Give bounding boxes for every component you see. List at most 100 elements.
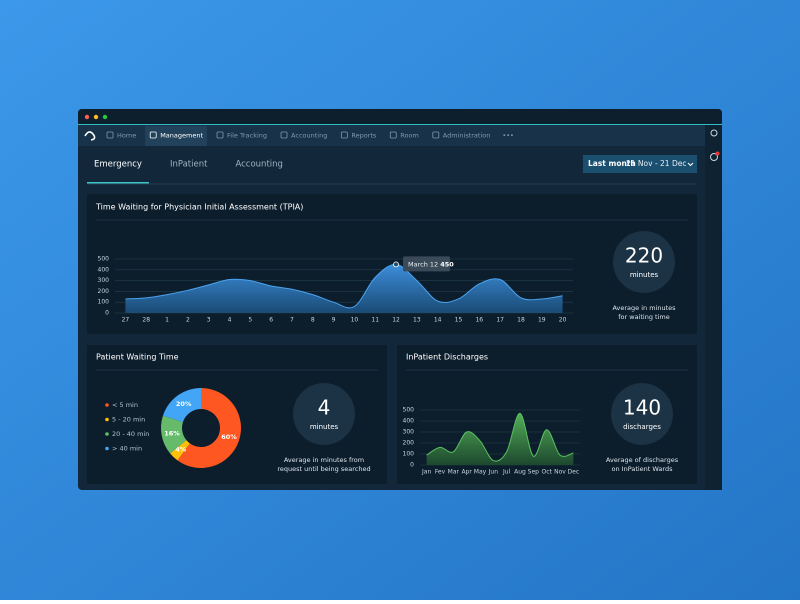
- right-sidebar: [705, 125, 722, 490]
- stat-caption: Average in minutes: [612, 304, 676, 312]
- x-tick-label: Dec: [568, 469, 580, 476]
- x-tick-label: 5: [248, 317, 252, 324]
- x-tick-label: Jun: [488, 469, 499, 476]
- y-tick-label: 100: [98, 299, 110, 306]
- logo[interactable]: [84, 131, 96, 141]
- panel-title: Time Waiting for Physician Initial Asses…: [95, 203, 303, 212]
- nav-item[interactable]: Accounting: [291, 132, 327, 140]
- nav-item[interactable]: Home: [117, 132, 136, 140]
- legend-label: > 40 min: [112, 445, 142, 453]
- legend-label: 20 - 40 min: [112, 430, 149, 438]
- slice-label: 4%: [175, 446, 187, 454]
- stat-caption: Average in minutes from: [284, 456, 364, 464]
- settings-icon[interactable]: [710, 153, 718, 161]
- tab-underline: [87, 182, 149, 184]
- slice-label: 16%: [164, 430, 180, 438]
- slice-label: 20%: [176, 400, 192, 408]
- slice: [177, 388, 241, 469]
- tab[interactable]: InPatient: [170, 160, 208, 170]
- x-tick-label: Apr: [461, 469, 472, 476]
- charts: Time Waiting for Physician Initial Asses…: [95, 203, 688, 476]
- legend-dot: [105, 403, 109, 407]
- slice: [162, 388, 201, 423]
- panel-title: Patient Waiting Time: [96, 353, 179, 362]
- x-tick-label: 8: [311, 317, 315, 324]
- stat-unit: minutes: [630, 271, 659, 279]
- nav-active: [145, 126, 208, 146]
- line: [125, 263, 563, 309]
- nav-icon: [432, 131, 440, 139]
- x-tick-label: 19: [538, 317, 546, 324]
- legend-label: < 5 min: [112, 401, 138, 409]
- nav-icon: [149, 131, 157, 139]
- nav-item[interactable]: Administration: [443, 132, 491, 140]
- stat-circle: [293, 383, 355, 445]
- x-tick-label: 16: [475, 317, 483, 324]
- tabs: Emergency InPatient Accounting: [87, 160, 283, 184]
- date-filter-range: 21 Nov - 21 Dec: [626, 159, 686, 168]
- stat-caption: Average of discharges: [606, 456, 679, 464]
- x-tick-label: Mar: [448, 469, 460, 476]
- date-filter[interactable]: [583, 155, 697, 173]
- x-tick-label: 18: [517, 317, 525, 324]
- y-tick-label: 500: [403, 407, 415, 414]
- minimize-dot[interactable]: [93, 114, 99, 120]
- stat-value: 220: [625, 244, 663, 268]
- slice: [170, 440, 190, 461]
- y-tick-label: 400: [403, 418, 415, 425]
- y-tick-label: 100: [403, 451, 415, 458]
- nav-bar: [78, 124, 705, 146]
- stat-value: 4: [318, 396, 331, 420]
- panel-title: InPatient Discharges: [406, 353, 488, 362]
- user-icon[interactable]: [710, 129, 718, 137]
- x-tick-label: May: [474, 469, 487, 476]
- stat-circle: [611, 383, 673, 445]
- tab[interactable]: Accounting: [235, 160, 282, 170]
- highlight-point: [393, 261, 399, 268]
- nav-item[interactable]: Management: [160, 132, 203, 140]
- tab[interactable]: Emergency: [94, 160, 142, 170]
- date-filter-label: Last month: [588, 159, 636, 168]
- nav-icon: [106, 131, 114, 139]
- x-tick-label: 2: [186, 317, 190, 324]
- y-tick-label: 0: [410, 462, 414, 469]
- stat-circle: [613, 231, 675, 293]
- line: [426, 412, 574, 462]
- stat-unit: minutes: [310, 423, 339, 431]
- nav-item[interactable]: Room: [400, 132, 419, 140]
- x-tick-label: 10: [351, 317, 359, 324]
- nav-item[interactable]: File Tracking: [227, 132, 267, 140]
- x-tick-label: Jan: [421, 469, 431, 476]
- legend-dot: [105, 432, 109, 436]
- stat-caption: for waiting time: [618, 313, 669, 321]
- y-tick-label: 0: [105, 310, 109, 317]
- title-bar: [78, 109, 722, 125]
- legend-label: 5 - 20 min: [112, 416, 145, 424]
- x-tick-label: Fev: [435, 469, 446, 476]
- nav-icon: [216, 131, 224, 139]
- stat-unit: discharges: [623, 423, 661, 431]
- y-tick-label: 500: [98, 256, 110, 263]
- x-tick-label: 28: [142, 317, 150, 324]
- x-tick-label: 4: [228, 317, 232, 324]
- x-tick-label: 12: [392, 317, 400, 324]
- nav-item[interactable]: •••: [502, 132, 514, 140]
- tooltip: [403, 256, 451, 272]
- x-tick-label: 15: [455, 317, 463, 324]
- nav-item[interactable]: Reports: [351, 132, 377, 140]
- stat-caption: request until being searched: [277, 465, 370, 473]
- chevron: [687, 162, 694, 167]
- close-dot[interactable]: [84, 114, 90, 120]
- x-tick-label: 11: [371, 317, 379, 324]
- stat-caption: on InPatient Wards: [612, 465, 674, 473]
- y-tick-label: 300: [98, 277, 110, 284]
- tooltip-label: March 12: [408, 260, 438, 268]
- x-tick-label: 1: [165, 317, 169, 324]
- nav-icon: [340, 131, 348, 139]
- legend-dot: [105, 446, 109, 451]
- x-tick-label: 17: [496, 317, 504, 324]
- zoom-dot[interactable]: [102, 114, 108, 120]
- x-tick-label: Nov: [554, 469, 566, 476]
